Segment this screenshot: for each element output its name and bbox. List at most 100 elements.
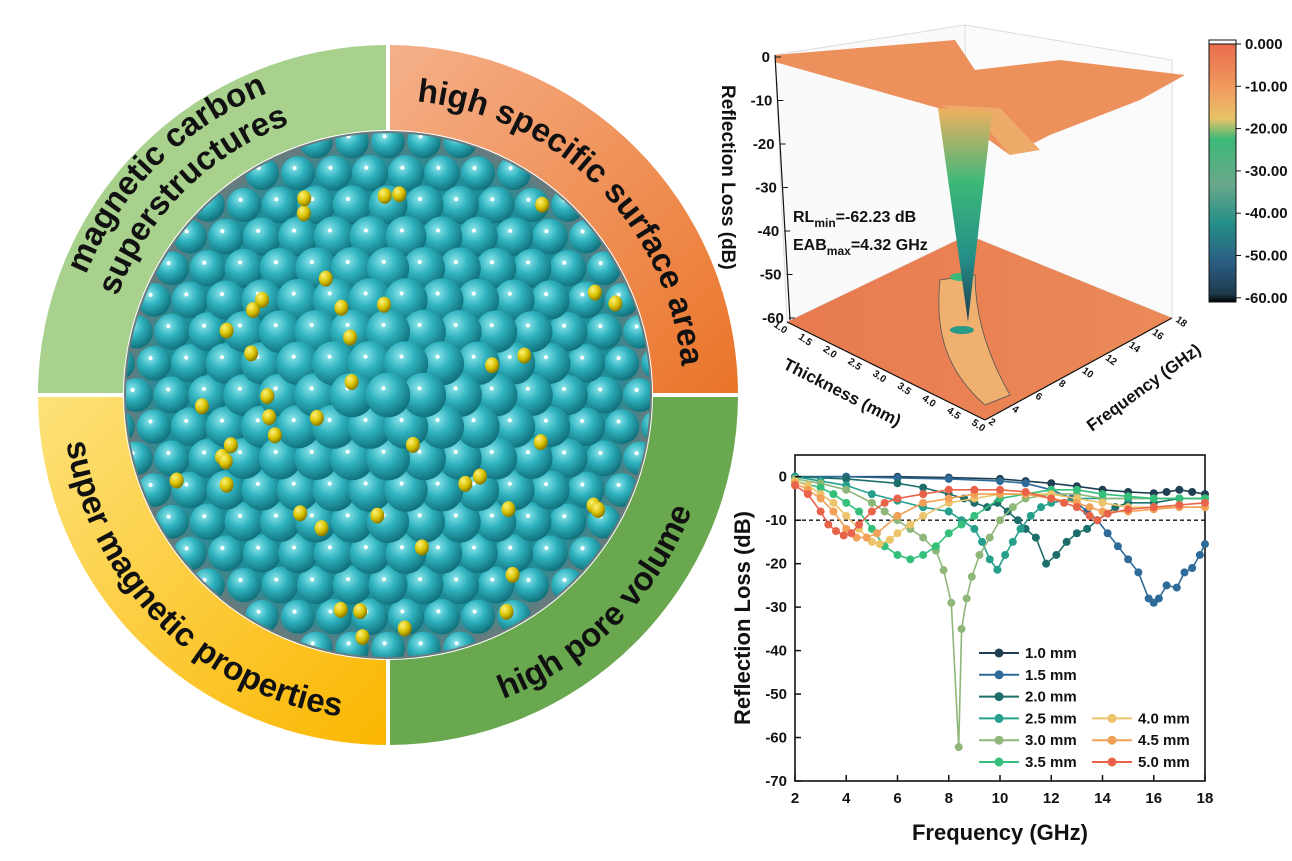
carbon-sphere [529, 342, 571, 384]
sphere-highlight [381, 386, 386, 391]
sphere-highlight [507, 481, 512, 486]
carbon-sphere [512, 248, 552, 288]
sphere-highlight [399, 545, 404, 550]
carbon-sphere [474, 437, 518, 480]
sphere-highlight [219, 418, 224, 423]
magnetic-nanoparticle [517, 347, 532, 364]
colorbar-tick-label: -30.00 [1245, 163, 1288, 180]
data-point [985, 533, 994, 542]
sphere-highlight [471, 291, 476, 296]
sphere-highlight [435, 291, 440, 296]
sphere-highlight [310, 641, 315, 646]
y-tick-label: 0 [779, 469, 787, 486]
magnetic-nanoparticle [262, 409, 277, 426]
carbon-sphere [330, 247, 374, 290]
sphere-highlight [327, 481, 332, 486]
sphere-highlight [580, 546, 585, 551]
data-point [791, 481, 799, 490]
carbon-sphere [154, 313, 190, 350]
legend-marker [994, 648, 1004, 658]
data-point [1013, 516, 1022, 525]
data-point [970, 485, 979, 494]
carbon-sphere [475, 247, 517, 289]
data-point [1085, 511, 1094, 520]
sphere-highlight [292, 545, 297, 550]
sphere-highlight [580, 292, 585, 297]
sphere-highlight [400, 609, 405, 614]
carbon-sphere [548, 375, 588, 415]
sphere-highlight [202, 578, 207, 583]
sphere-highlight [562, 323, 567, 328]
data-point [893, 479, 902, 488]
data-point [931, 542, 940, 551]
data-point [816, 483, 825, 492]
x-tick-label: 12 [1043, 790, 1060, 807]
z-tick-label: -20 [753, 136, 775, 153]
sphere-highlight [291, 418, 296, 423]
magnetic-nanoparticle [245, 302, 260, 319]
sphere-highlight [490, 197, 495, 202]
sphere-highlight [418, 134, 423, 139]
carbon-sphere [206, 280, 246, 320]
carbon-sphere [366, 247, 410, 290]
data-point [842, 498, 851, 507]
data-point [957, 520, 966, 529]
carbon-sphere [404, 185, 444, 225]
carbon-sphere [205, 406, 247, 448]
magnetic-nanoparticle [219, 322, 234, 339]
magnetic-nanoparticle [334, 299, 349, 316]
sphere-highlight [382, 641, 387, 646]
legend-label: 4.5 mm [1138, 732, 1190, 749]
sphere-highlight [453, 386, 458, 391]
carbon-sphere [586, 313, 622, 350]
y-axis-title: Reflection Loss (dB) [730, 511, 755, 725]
data-point [919, 490, 928, 499]
sphere-highlight [292, 228, 297, 233]
data-point [993, 565, 1002, 574]
carbon-sphere [258, 437, 302, 480]
carbon-sphere [420, 468, 464, 512]
sphere-highlight [436, 609, 441, 614]
data-point [1093, 516, 1102, 525]
data-point [1149, 494, 1158, 503]
sphere-highlight [616, 419, 621, 424]
sphere-highlight [363, 228, 368, 233]
data-point [867, 490, 876, 499]
carbon-sphere [170, 407, 210, 446]
magnetic-nanoparticle [472, 468, 487, 485]
data-point [970, 524, 979, 533]
sphere-highlight [166, 450, 171, 455]
sphere-highlight [508, 228, 513, 233]
magnetic-nanoparticle [169, 472, 184, 489]
sphere-highlight [616, 292, 621, 297]
sphere-highlight [238, 197, 243, 202]
magnetic-nanoparticle [458, 475, 473, 492]
sphere-highlight [382, 134, 387, 139]
sphere-highlight [202, 323, 207, 328]
carbon-sphere [208, 218, 244, 255]
data-point [1062, 537, 1071, 546]
data-point [1162, 581, 1171, 590]
carbon-sphere [474, 310, 518, 353]
sphere-highlight [399, 418, 404, 423]
frequency-tick-label: 6 [1033, 391, 1044, 403]
carbon-sphere [223, 374, 265, 416]
frequency-tick-label: 18 [1173, 314, 1189, 330]
carbon-sphere [242, 217, 282, 256]
x-tick-label: 10 [992, 790, 1009, 807]
sphere-highlight [544, 546, 549, 551]
carbon-sphere [261, 186, 299, 224]
data-point [829, 490, 838, 499]
sphere-highlight [237, 323, 242, 328]
data-point [967, 572, 976, 581]
carbon-sphere [530, 470, 570, 510]
data-point [1172, 583, 1181, 592]
eab-max-annotation: EABmax=4.32 GHz [793, 237, 928, 258]
series-5-0-mm [791, 481, 1209, 540]
sphere-highlight [489, 323, 494, 328]
sphere-highlight [598, 450, 603, 455]
data-point [919, 550, 928, 559]
legend-item: 3.0 mm [979, 732, 1077, 749]
carbon-sphere [440, 566, 480, 605]
